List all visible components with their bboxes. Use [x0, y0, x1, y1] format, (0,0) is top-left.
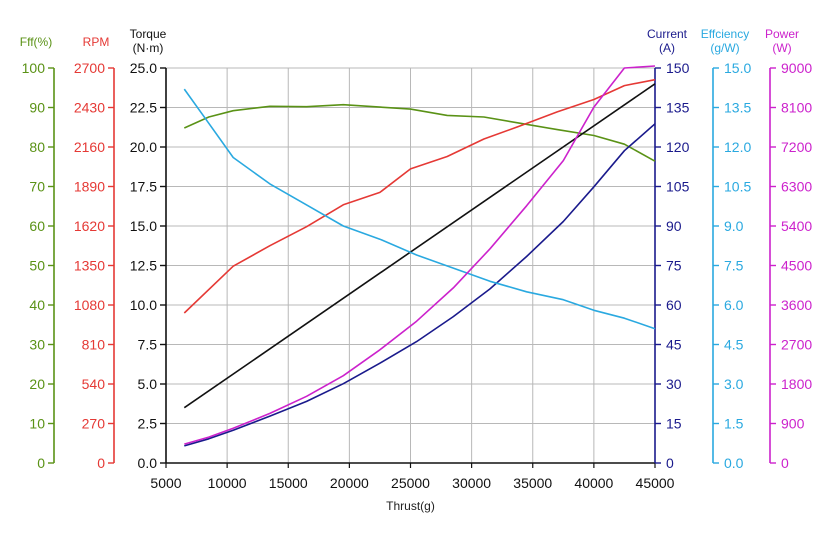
efficiency-tick-label: 0.0 — [724, 455, 744, 471]
power-tick-label: 6300 — [781, 179, 812, 195]
eff_pct-tick-label: 40 — [29, 297, 45, 313]
rpm-tick-label: 1620 — [74, 218, 105, 234]
current-series-line — [184, 123, 656, 447]
eff_pct-tick-label: 10 — [29, 416, 45, 432]
rpm-tick-label: 1350 — [74, 258, 105, 274]
eff_pct-tick-label: 20 — [29, 376, 45, 392]
eff_pct-tick-label: 100 — [22, 60, 46, 76]
rpm-tick-label: 1890 — [74, 179, 105, 195]
current-tick-label: 90 — [666, 218, 682, 234]
efficiency-axis-title: Effciency — [701, 27, 749, 41]
current-tick-label: 45 — [666, 337, 682, 353]
rpm-tick-label: 2160 — [74, 139, 105, 155]
rpm-tick-label: 810 — [82, 337, 106, 353]
current-tick-label: 0 — [666, 455, 674, 471]
torque-tick-label: 10.0 — [130, 297, 157, 313]
torque-tick-label: 2.5 — [138, 416, 158, 432]
eff_pct-tick-label: 70 — [29, 179, 45, 195]
rpm-series-line — [183, 78, 656, 314]
torque-axis-title: Torque — [130, 27, 167, 41]
current-tick-label: 150 — [666, 60, 690, 76]
efficiency-tick-label: 4.5 — [724, 337, 744, 353]
power-tick-label: 8100 — [781, 100, 812, 116]
x-tick-label: 15000 — [269, 475, 308, 491]
efficiency-tick-label: 15.0 — [724, 60, 751, 76]
x-tick-label: 20000 — [330, 475, 369, 491]
efficiency-tick-label: 10.5 — [724, 179, 751, 195]
efficiency-tick-label: 6.0 — [724, 297, 744, 313]
current-axis-title: Current — [647, 27, 688, 41]
x-tick-label: 10000 — [208, 475, 247, 491]
efficiency-tick-label: 12.0 — [724, 139, 751, 155]
power-series-line — [184, 65, 656, 445]
x-tick-label: 35000 — [513, 475, 552, 491]
x-tick-label: 30000 — [452, 475, 491, 491]
current-tick-label: 15 — [666, 416, 682, 432]
torque-axis-title: (N·m) — [133, 41, 164, 55]
rpm-tick-label: 2430 — [74, 100, 105, 116]
current-tick-label: 120 — [666, 139, 690, 155]
current-tick-label: 75 — [666, 258, 682, 274]
rpm-tick-label: 0 — [97, 455, 105, 471]
rpm-tick-label: 270 — [82, 416, 106, 432]
torque-tick-label: 7.5 — [138, 337, 158, 353]
eff_pct-tick-label: 90 — [29, 100, 45, 116]
rpm-tick-label: 540 — [82, 376, 106, 392]
power-tick-label: 0 — [781, 455, 789, 471]
rpm-axis-title: RPM — [83, 35, 110, 49]
rpm-tick-label: 2700 — [74, 60, 105, 76]
eff_pct-tick-label: 60 — [29, 218, 45, 234]
efficiency-tick-label: 7.5 — [724, 258, 744, 274]
power-tick-label: 9000 — [781, 60, 812, 76]
eff_pct-tick-label: 80 — [29, 139, 45, 155]
x-axis-title: Thrust(g) — [386, 499, 435, 513]
x-tick-label: 45000 — [636, 475, 675, 491]
torque-series-line — [183, 83, 656, 409]
torque-tick-label: 20.0 — [130, 139, 157, 155]
efficiency-tick-label: 9.0 — [724, 218, 744, 234]
power-tick-label: 5400 — [781, 218, 812, 234]
current-tick-label: 30 — [666, 376, 682, 392]
rpm-tick-label: 1080 — [74, 297, 105, 313]
torque-tick-label: 17.5 — [130, 179, 157, 195]
efficiency-tick-label: 13.5 — [724, 100, 751, 116]
x-tick-label: 5000 — [150, 475, 181, 491]
eff_pct-axis-title: Fff(%) — [20, 35, 52, 49]
torque-tick-label: 25.0 — [130, 60, 157, 76]
power-tick-label: 4500 — [781, 258, 812, 274]
current-tick-label: 105 — [666, 179, 690, 195]
torque-tick-label: 5.0 — [138, 376, 158, 392]
power-axis-title: Power — [765, 27, 799, 41]
efficiency-tick-label: 3.0 — [724, 376, 744, 392]
current-tick-label: 60 — [666, 297, 682, 313]
efficiency-axis-title: (g/W) — [710, 41, 739, 55]
torque-tick-label: 15.0 — [130, 218, 157, 234]
eff_pct-tick-label: 50 — [29, 258, 45, 274]
efficiency-series-line — [183, 88, 656, 330]
eff_pct-tick-label: 30 — [29, 337, 45, 353]
power-tick-label: 7200 — [781, 139, 812, 155]
current-axis-title: (A) — [659, 41, 675, 55]
x-tick-label: 40000 — [574, 475, 613, 491]
x-tick-label: 25000 — [391, 475, 430, 491]
torque-tick-label: 0.0 — [138, 455, 158, 471]
current-tick-label: 135 — [666, 100, 690, 116]
efficiency-tick-label: 1.5 — [724, 416, 744, 432]
power-tick-label: 900 — [781, 416, 805, 432]
power-tick-label: 3600 — [781, 297, 812, 313]
power-axis-title: (W) — [772, 41, 791, 55]
torque-tick-label: 22.5 — [130, 100, 157, 116]
torque-tick-label: 12.5 — [130, 258, 157, 274]
power-tick-label: 1800 — [781, 376, 812, 392]
eff_pct-tick-label: 0 — [37, 455, 45, 471]
power-tick-label: 2700 — [781, 337, 812, 353]
